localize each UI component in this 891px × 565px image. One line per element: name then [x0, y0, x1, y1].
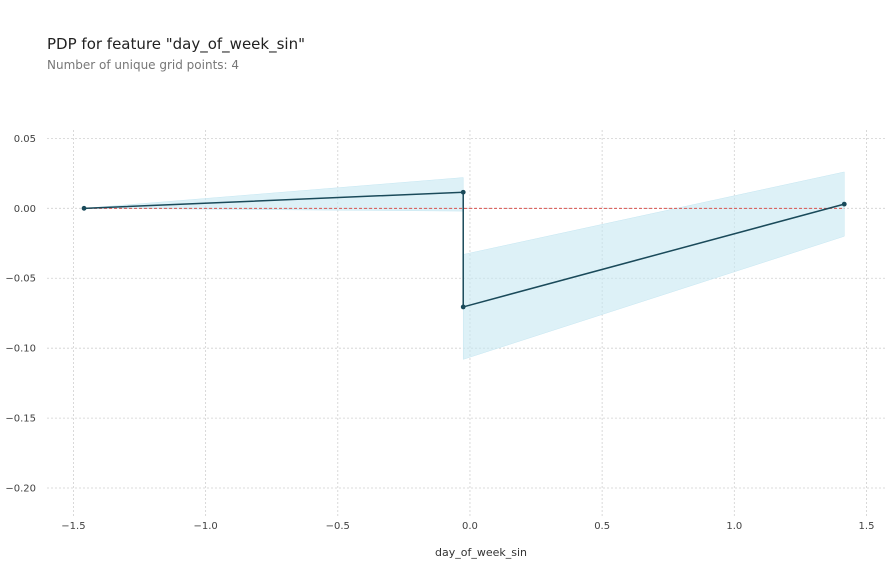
- confidence-band: [462, 171, 845, 360]
- data-point: [81, 205, 87, 211]
- y-tick-label: −0.20: [5, 484, 36, 495]
- y-tick-label: 0.00: [14, 204, 36, 215]
- pdp-line: [84, 191, 845, 308]
- x-tick-label: −1.0: [193, 521, 217, 532]
- x-axis-label: day_of_week_sin: [435, 546, 527, 559]
- data-point: [841, 201, 847, 207]
- y-tick-label: −0.05: [5, 274, 36, 285]
- x-tick-label: 0.0: [462, 521, 478, 532]
- x-tick-label: 1.0: [726, 521, 742, 532]
- x-tick-label: 0.5: [594, 521, 610, 532]
- x-tick-label: −0.5: [326, 521, 350, 532]
- data-point: [460, 304, 466, 310]
- x-tick-label: −1.5: [61, 521, 85, 532]
- chart-title: PDP for feature "day_of_week_sin": [47, 35, 305, 53]
- y-tick-label: −0.10: [5, 344, 36, 355]
- data-point: [460, 189, 466, 195]
- x-tick-label: 1.5: [859, 521, 875, 532]
- y-tick-label: −0.15: [5, 414, 36, 425]
- chart-subtitle: Number of unique grid points: 4: [47, 58, 240, 72]
- y-tick-label: 0.05: [14, 134, 36, 145]
